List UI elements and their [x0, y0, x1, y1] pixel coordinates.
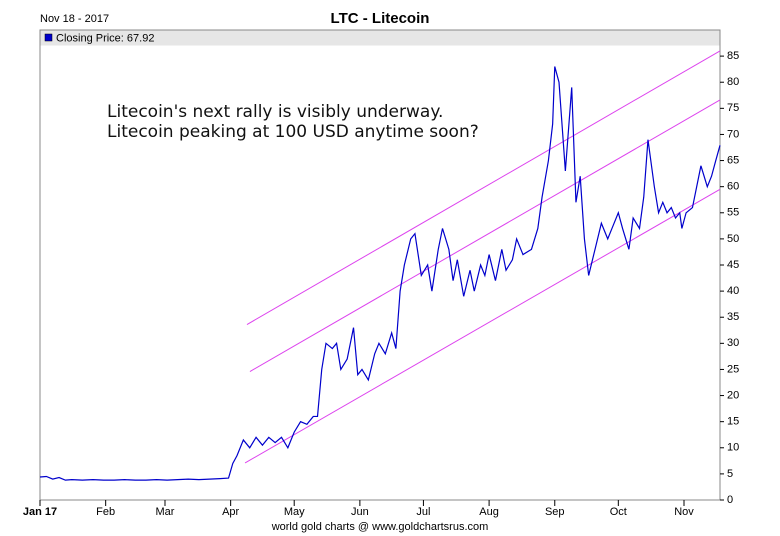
x-tick-label: Sep [545, 506, 565, 518]
annotation: Litecoin's next rally is visibly underwa… [107, 102, 443, 122]
chart-title: LTC - Litecoin [331, 10, 430, 27]
x-tick-label: Jun [351, 506, 369, 518]
trend-line [244, 188, 721, 464]
y-tick-label: 45 [727, 259, 739, 271]
x-tick-label: Oct [610, 506, 627, 518]
y-tick-label: 35 [727, 311, 739, 323]
y-tick-label: 25 [727, 363, 739, 375]
x-tick-label: Jul [416, 506, 430, 518]
x-tick-label: Jan 17 [23, 506, 57, 518]
trend-line [246, 50, 721, 325]
y-tick-label: 60 [727, 181, 739, 193]
x-tick-label: Apr [222, 506, 239, 518]
y-tick-label: 30 [727, 337, 739, 349]
plot-frame [39, 29, 721, 501]
x-tick-label: Aug [479, 506, 499, 518]
footer: world gold charts @ www.goldchartsrus.co… [271, 521, 489, 533]
y-tick-label: 40 [727, 285, 739, 297]
y-tick-label: 55 [727, 207, 739, 219]
y-tick-label: 15 [727, 416, 739, 428]
chart-date: Nov 18 - 2017 [40, 13, 109, 25]
y-tick-label: 70 [727, 128, 739, 140]
annotation: Litecoin peaking at 100 USD anytime soon… [107, 122, 479, 142]
y-tick-label: 80 [727, 76, 739, 88]
y-tick-label: 5 [727, 468, 733, 480]
y-tick-label: 75 [727, 102, 739, 114]
y-tick-label: 20 [727, 389, 739, 401]
trend-line [249, 99, 721, 372]
x-tick-label: Feb [96, 506, 115, 518]
legend-swatch [44, 33, 53, 42]
legend-label: Closing Price: 67.92 [56, 32, 154, 44]
x-tick-label: Nov [674, 506, 694, 518]
y-tick-label: 10 [727, 442, 739, 454]
y-tick-label: 50 [727, 233, 739, 245]
y-tick-label: 0 [727, 494, 733, 506]
legend-band [40, 30, 720, 46]
x-tick-label: May [284, 506, 305, 518]
y-tick-label: 85 [727, 50, 739, 62]
x-tick-label: Mar [156, 506, 175, 518]
price-line [39, 66, 721, 481]
y-tick-label: 65 [727, 154, 739, 166]
